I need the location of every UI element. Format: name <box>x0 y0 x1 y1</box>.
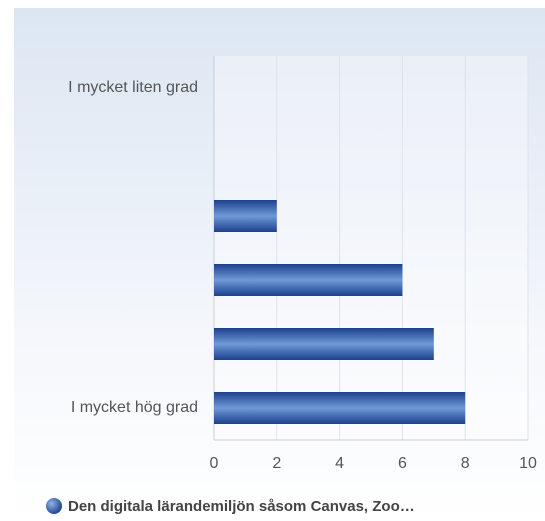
x-tick-label: 2 <box>272 455 281 472</box>
x-tick-label: 0 <box>210 455 219 472</box>
x-tick-label: 6 <box>398 455 407 472</box>
x-tick-label: 4 <box>335 455 344 472</box>
bar <box>214 200 277 232</box>
legend-label: Den digitala lärandemiljön såsom Canvas,… <box>68 498 415 515</box>
bar <box>214 392 466 424</box>
y-tick-label: I mycket liten grad <box>68 79 198 96</box>
bar <box>214 328 434 360</box>
x-tick-label: 10 <box>519 455 537 472</box>
bar <box>214 264 403 296</box>
plot-area <box>214 56 528 440</box>
legend-marker <box>46 498 62 514</box>
y-tick-label: I mycket hög grad <box>71 399 198 416</box>
x-tick-label: 8 <box>461 455 470 472</box>
